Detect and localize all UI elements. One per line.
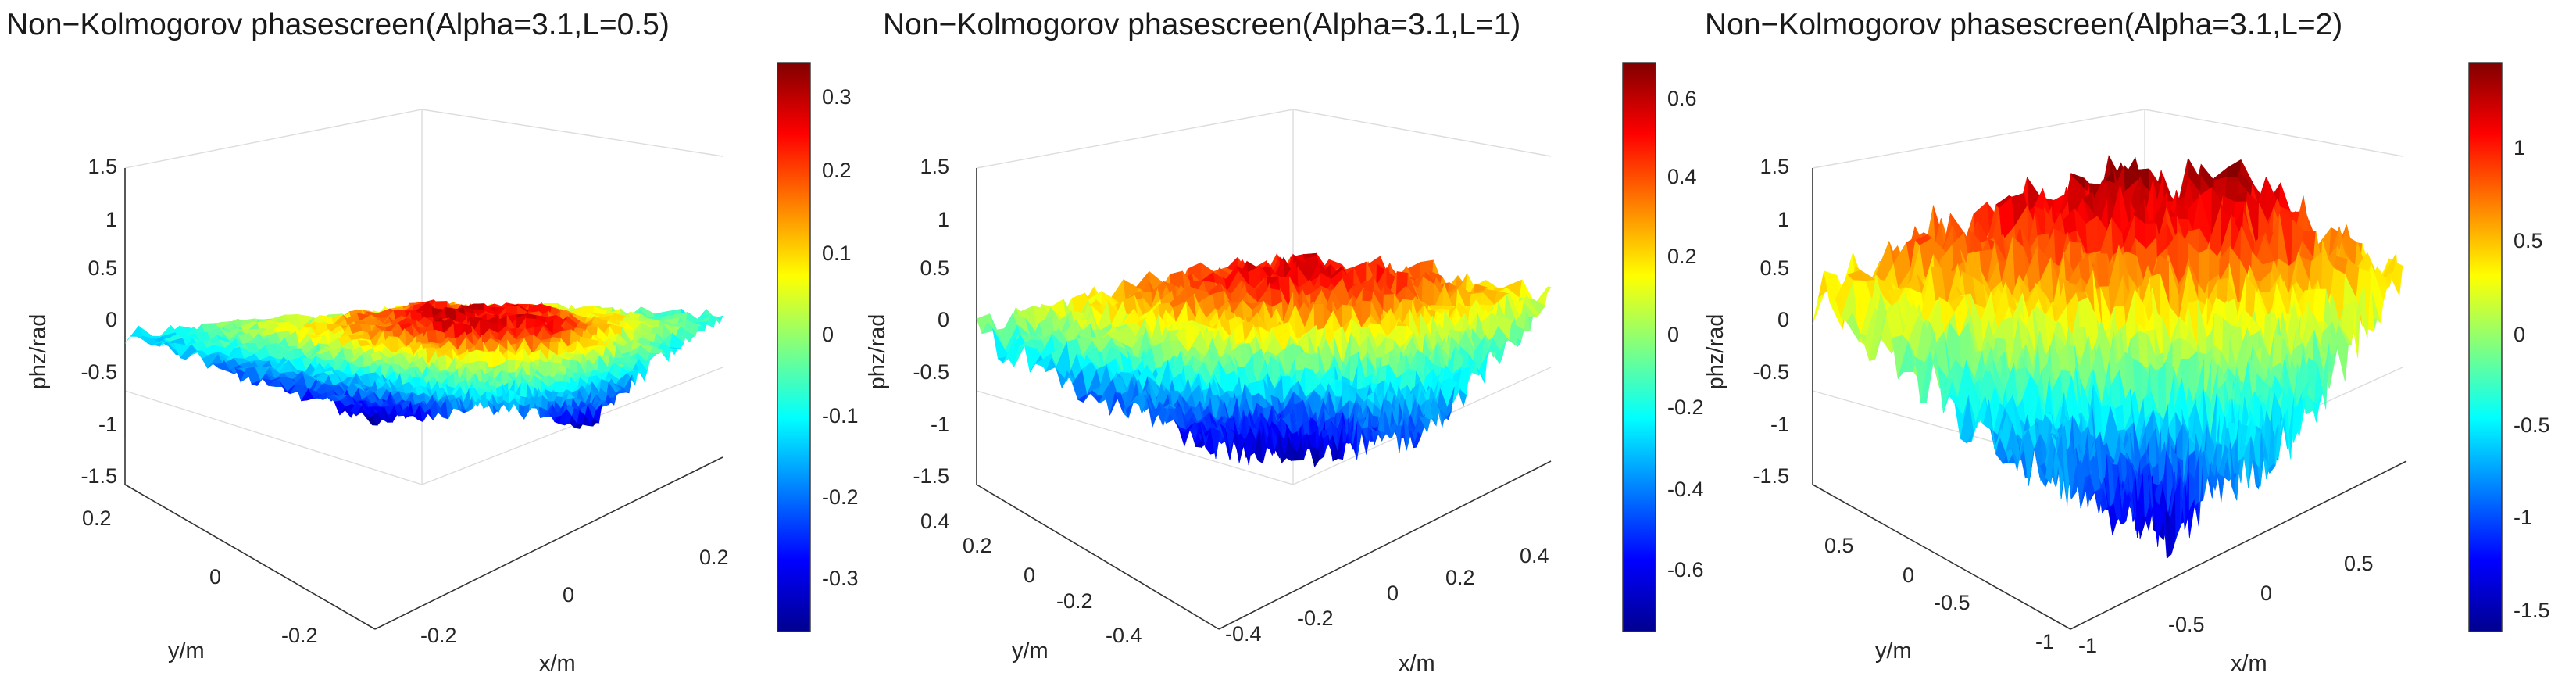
surface-facet [520,382,527,398]
panel-1-y-axis [124,484,376,630]
panel-3: Non−Kolmogorov phasescreen(Alpha=3.1,L=2… [1703,8,2550,676]
panel-1-x-axis [374,456,723,630]
panel-1-ztick-0: 0 [105,308,117,331]
panel-1-surface [124,299,723,429]
panel-1-ztick-1.5: 1.5 [88,155,117,178]
panel-2-xtick-0: 0 [1387,581,1399,605]
panel-1-xtick-0: 0 [563,583,574,606]
panel-2-x-axis [1218,460,1552,630]
panel-2-cbar-tick--0.6: -0.6 [1667,558,1704,581]
panel-2-ytick-0.4: 0.4 [920,510,950,533]
panel-2-ytick-0.2: 0.2 [963,534,992,557]
panel-1-cbar-tick-0.1: 0.1 [822,242,852,265]
panel-1-cbar-tick--0.2: -0.2 [822,485,859,509]
panel-1-ztick--1: -1 [98,413,117,436]
panel-2-title: Non−Kolmogorov phasescreen(Alpha=3.1,L=1… [883,8,1520,41]
panel-3-title: Non−Kolmogorov phasescreen(Alpha=3.1,L=2… [1705,8,2342,41]
panel-1-xtick-0.2: 0.2 [699,546,729,569]
panel-2-cbar-tick--0.2: -0.2 [1667,395,1704,419]
panel-1-cbar-tick-0: 0 [822,323,834,346]
panel-2-cbar-tick-0.4: 0.4 [1667,165,1697,188]
surface-facet [491,351,501,368]
panel-1: Non−Kolmogorov phasescreen(Alpha=3.1,L=0… [6,8,859,676]
panel-2-colorbar-ticks: 0.6 0.4 0.2 0 -0.2 -0.4 -0.6 [1667,87,1704,581]
panel-2-ztick--1.5: -1.5 [913,464,949,488]
panel-2-cbar-tick-0.6: 0.6 [1667,87,1697,110]
panel-1-zlabel: phz/rad [26,314,51,390]
panel-2-ztick-0: 0 [938,308,949,331]
panel-2-ztick-1.5: 1.5 [920,155,949,178]
panel-2-ytick--0.2: -0.2 [1056,589,1093,613]
panel-1-cbar-tick--0.1: -0.1 [822,404,859,428]
panel-2-cbar-tick--0.4: -0.4 [1667,478,1704,501]
panel-1-colorbar-gradient [777,63,810,632]
surface-facet [1334,379,1343,398]
panel-2: Non−Kolmogorov phasescreen(Alpha=3.1,L=1… [865,8,1704,676]
panel-2-colorbar-gradient [1623,63,1656,632]
panel-2-xtick--0.2: -0.2 [1297,606,1334,630]
panel-1-back-wall [124,109,723,485]
panel-2-xtick-0.2: 0.2 [1445,566,1475,589]
panel-2-ztick--1: -1 [931,413,949,436]
panel-2-colorbar: 0.6 0.4 0.2 0 -0.2 -0.4 -0.6 [1622,62,1704,632]
surface-facet [523,403,531,420]
panel-2-zlabel: phz/rad [865,314,890,390]
panel-1-cbar-tick-0.3: 0.3 [822,85,852,109]
panel-2-ytick-0: 0 [1024,564,1035,587]
panel-2-y-axis [976,484,1220,630]
panel-1-colorbar: 0.3 0.2 0.1 0 -0.1 -0.2 -0.3 [777,62,859,632]
panel-1-xlabel: x/m [539,651,576,676]
panel-2-surface [976,252,1552,468]
panel-3-surface [1812,155,2403,560]
panel-1-ztick--0.5: -0.5 [80,360,117,384]
panel-2-ytick--0.4: -0.4 [1106,624,1142,647]
panel-1-ytick--0.2: -0.2 [281,624,318,647]
panel-1-xtick--0.2: -0.2 [420,624,457,647]
panel-1-ytick-0: 0 [209,565,221,589]
surface-facet [518,404,525,420]
panel-2-xtick--0.4: -0.4 [1225,622,1262,646]
panel-2-xtick-0.4: 0.4 [1520,544,1549,567]
panel-1-colorbar-ticks: 0.3 0.2 0.1 0 -0.1 -0.2 -0.3 [822,85,859,590]
panel-2-cbar-tick-0.2: 0.2 [1667,245,1697,268]
panel-1-ztick-0.5: 0.5 [88,256,117,280]
panel-2-ztick-0.5: 0.5 [920,256,949,280]
panel-2-xlabel: x/m [1399,651,1435,676]
panel-2-ztick--0.5: -0.5 [913,360,949,384]
surface-facet [2096,253,2110,288]
panel-1-ytick-0.2: 0.2 [82,506,112,530]
panel-1-ztick--1.5: -1.5 [80,464,117,488]
panel-1-title: Non−Kolmogorov phasescreen(Alpha=3.1,L=0… [6,8,670,41]
panel-1-cbar-tick--0.3: -0.3 [822,567,859,590]
panel-1-cbar-tick-0.2: 0.2 [822,159,852,182]
surface-facet [507,359,516,374]
panel-2-ztick-1: 1 [938,208,949,231]
panel-2-ylabel: y/m [1012,639,1049,664]
panel-1-axes-box [124,109,723,630]
panel-1-ylabel: y/m [168,639,205,664]
panel-1-ztick-1: 1 [105,208,117,231]
surface-facet [1323,435,1329,457]
panel-2-cbar-tick-0: 0 [1667,323,1679,346]
